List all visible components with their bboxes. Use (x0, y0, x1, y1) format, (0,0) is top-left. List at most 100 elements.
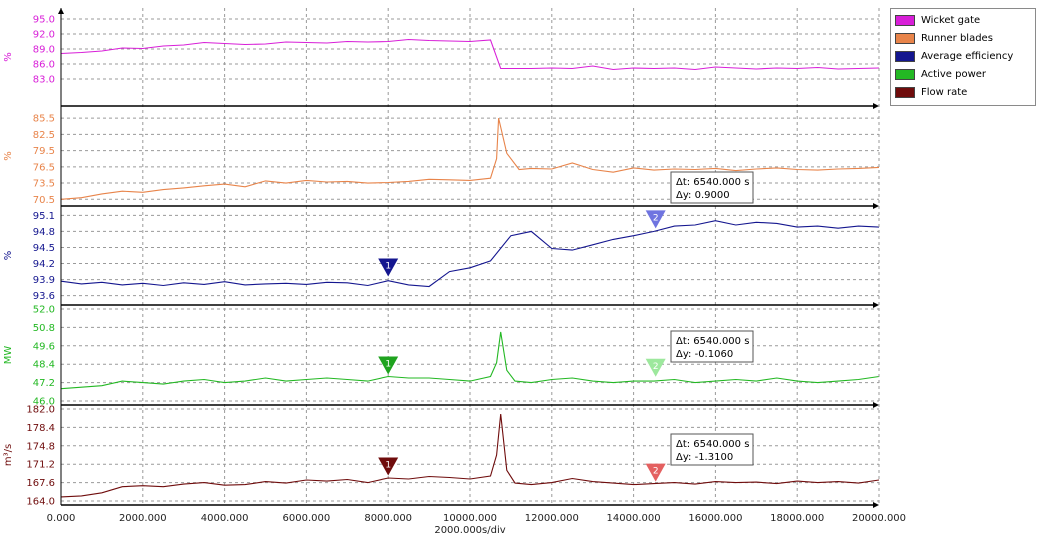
y-axis-unit: % (3, 251, 14, 261)
legend-label: Active power (921, 68, 987, 80)
series-line (60, 414, 880, 498)
y-tick-label: 46.0 (33, 397, 55, 408)
y-tick-label: 94.5 (33, 243, 55, 254)
cursor-marker-label: 2 (653, 213, 659, 223)
separator-arrow-icon (873, 203, 879, 209)
x-tick-label: 6000.000 (283, 513, 331, 524)
chart-legend: Wicket gate Runner blades Average efficien… (890, 8, 1036, 106)
x-tick-label: 18000.000 (770, 513, 824, 524)
y-tick-label: 79.5 (33, 146, 55, 157)
legend-item: Runner blades (895, 29, 1035, 47)
cursor-marker-icon (645, 463, 666, 482)
separator-arrow-icon (873, 502, 879, 508)
panel-average-efficiency: 95.1 94.8 94.5 94.2 93.9 93.6% (3, 211, 880, 308)
panel-active-power: 52.0 50.8 49.6 48.4 47.2 46.0 MW (3, 305, 880, 408)
y-axis-arrow-icon (58, 8, 64, 14)
y-axis-unit: % (3, 52, 14, 62)
legend-label: Runner blades (921, 32, 993, 44)
y-tick-label: 93.9 (33, 275, 55, 286)
delta-y-text: Δy: -0.1060 (676, 349, 733, 360)
legend-item: Average efficiency (895, 47, 1035, 65)
x-tick-label: 10000.000 (443, 513, 497, 524)
panel-flow-rate: 182.0 178.4 174.8 171.2 167.6 164.0 m³/s (3, 405, 880, 508)
y-tick-label: 86.0 (33, 60, 55, 71)
y-tick-label: 70.5 (33, 195, 55, 206)
separator-arrow-icon (873, 402, 879, 408)
y-tick-label: 47.2 (33, 378, 55, 389)
y-tick-label: 73.5 (33, 179, 55, 190)
y-tick-label: 52.0 (33, 305, 55, 316)
cursor-marker-label: 1 (385, 460, 391, 470)
y-axis-unit: MW (3, 346, 14, 365)
y-tick-label: 50.8 (33, 323, 55, 334)
y-tick-label: 174.8 (26, 441, 55, 452)
delta-readout-box (670, 433, 754, 466)
y-tick-label: 95.0 (33, 15, 55, 26)
cursor-marker-label: 2 (653, 467, 659, 477)
legend-swatch (895, 86, 915, 98)
cursor-marker-label: 1 (385, 262, 391, 272)
series-line (60, 38, 880, 71)
legend-label: Average efficiency (921, 50, 1014, 62)
legend-item: Flow rate (895, 83, 1035, 101)
x-tick-label: 14000.000 (607, 513, 661, 524)
x-tick-label: 2000.000 (119, 513, 167, 524)
cursor-marker-label: 2 (653, 362, 659, 372)
cursor-marker-icon (378, 258, 399, 277)
delta-readout-box (670, 330, 754, 363)
y-tick-label: 49.6 (33, 341, 55, 352)
y-tick-label: 95.1 (33, 211, 55, 222)
y-tick-label: 94.2 (33, 259, 55, 270)
y-tick-label: 48.4 (33, 360, 55, 371)
delta-t-text: Δt: 6540.000 s (676, 177, 749, 188)
delta-y-text: Δy: 0.9000 (676, 190, 730, 201)
separator-arrow-icon (873, 302, 879, 308)
delta-t-text: Δt: 6540.000 s (676, 439, 749, 450)
y-tick-label: 85.5 (33, 114, 55, 125)
delta-y-text: Δy: -1.3100 (676, 452, 733, 463)
y-tick-label: 164.0 (26, 497, 55, 508)
x-tick-label: 8000.000 (364, 513, 412, 524)
panel-wicket-gate: 95.0 92.0 89.0 86.0 83.0% (3, 15, 880, 109)
y-tick-label: 89.0 (33, 45, 55, 56)
y-tick-label: 82.5 (33, 130, 55, 141)
x-tick-label: 20000.000 (852, 513, 906, 524)
legend-swatch (895, 32, 915, 44)
cursor-marker-icon (645, 358, 666, 377)
y-tick-label: 182.0 (26, 405, 55, 416)
cursor-marker-icon (378, 457, 399, 476)
y-tick-label: 167.6 (26, 478, 55, 489)
series-line (60, 331, 880, 390)
x-axis-scale-label: 2000.000s/div (434, 525, 505, 536)
y-tick-label: 92.0 (33, 30, 55, 41)
cursor-marker-icon (378, 356, 399, 375)
legend-swatch (895, 68, 915, 80)
cursor-marker-icon (645, 210, 666, 229)
legend-label: Wicket gate (921, 14, 981, 26)
series-line (60, 220, 880, 288)
legend-swatch (895, 50, 915, 62)
y-tick-label: 94.8 (33, 227, 55, 238)
y-tick-label: 171.2 (26, 460, 55, 471)
separator-arrow-icon (873, 103, 879, 109)
delta-t-text: Δt: 6540.000 s (676, 336, 749, 347)
delta-readout-box (670, 171, 754, 204)
legend-label: Flow rate (921, 86, 968, 98)
series-line (60, 117, 880, 200)
panel-runner-blades: 85.5 82.5 79.5 76.5 73.5 70.5% (3, 114, 880, 209)
cursor-marker-label: 1 (385, 359, 391, 369)
legend-item: Active power (895, 65, 1035, 83)
y-tick-label: 83.0 (33, 75, 55, 86)
y-tick-label: 178.4 (26, 423, 55, 434)
legend-swatch (895, 14, 915, 26)
x-tick-label: 12000.000 (525, 513, 579, 524)
y-tick-label: 93.6 (33, 291, 55, 302)
x-tick-label: 16000.000 (688, 513, 742, 524)
y-tick-label: 76.5 (33, 162, 55, 173)
x-tick-label: 0.000 (47, 513, 76, 524)
x-tick-label: 4000.000 (201, 513, 249, 524)
y-axis-unit: m³/s (3, 444, 14, 466)
legend-item: Wicket gate (895, 11, 1035, 29)
